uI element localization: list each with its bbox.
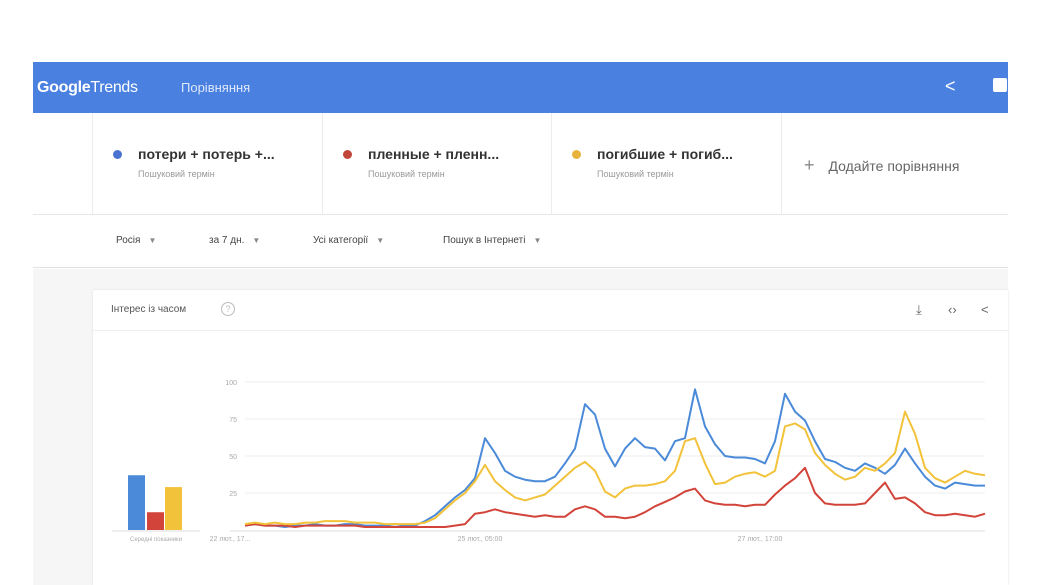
share-icon[interactable]: <	[981, 302, 989, 317]
term-name: пленные + пленн...	[368, 146, 500, 162]
chevron-down-icon: ▼	[533, 236, 542, 245]
y-tick-label: 75	[229, 417, 237, 424]
search-type-dropdown[interactable]: Пошук в Інтернеті ▼	[443, 235, 542, 246]
series-line-2	[244, 466, 986, 528]
average-bar-3	[165, 487, 182, 530]
average-bar-2	[147, 512, 164, 530]
term-color-dot	[572, 150, 581, 159]
x-tick-label: 22 лют., 17...	[210, 536, 251, 543]
logo-google: Google	[37, 79, 91, 96]
y-tick-label: 100	[225, 380, 237, 387]
term-type: Пошуковий термін	[368, 169, 445, 179]
average-bar-1	[128, 475, 145, 530]
y-tick-label: 25	[229, 491, 237, 498]
term-card-1[interactable]: потери + потерь +... Пошуковий термін	[92, 113, 322, 214]
share-icon[interactable]: <	[945, 76, 956, 96]
term-name: потери + потерь +...	[138, 146, 275, 162]
chevron-down-icon: ▼	[376, 236, 385, 245]
page-title: Порівняння	[181, 80, 251, 95]
x-tick-label: 25 лют., 05:00	[458, 536, 503, 543]
divider	[93, 330, 1008, 331]
chevron-down-icon: ▼	[148, 236, 157, 245]
plus-icon: +	[804, 155, 815, 175]
averages-label: Середні показники	[130, 537, 182, 543]
card-title: Інтерес із часом	[111, 304, 187, 315]
time-range-dropdown[interactable]: за 7 дн. ▼	[209, 235, 261, 246]
x-tick-label: 27 лют., 17:00	[738, 536, 783, 543]
term-type: Пошуковий термін	[138, 169, 215, 179]
term-card-3[interactable]: погибшие + погиб... Пошуковий термін	[551, 113, 781, 214]
add-comparison-button[interactable]: + Додайте порівняння	[781, 113, 1008, 214]
feedback-icon[interactable]	[993, 78, 1007, 92]
embed-icon[interactable]: ‹›	[948, 302, 957, 317]
filters-bar: Росія ▼ за 7 дн. ▼ Усі категорії ▼ Пошук в …	[33, 215, 1008, 268]
term-card-2[interactable]: пленные + пленн... Пошуковий термін	[322, 113, 551, 214]
series-line-3	[244, 410, 986, 526]
top-bar: GoogleTrends Порівняння <	[33, 62, 1008, 113]
category-dropdown[interactable]: Усі категорії ▼	[313, 235, 385, 246]
download-icon[interactable]: ⤓	[916, 302, 922, 317]
chevron-down-icon: ▼	[252, 236, 261, 245]
region-dropdown[interactable]: Росія ▼	[116, 235, 157, 246]
term-color-dot	[113, 150, 122, 159]
term-name: погибшие + погиб...	[597, 146, 733, 162]
help-icon[interactable]: ?	[221, 302, 235, 316]
term-type: Пошуковий термін	[597, 169, 674, 179]
series-line-1	[244, 388, 985, 528]
add-comparison-label: Додайте порівняння	[828, 158, 960, 174]
logo-trends: Trends	[90, 79, 138, 96]
term-color-dot	[343, 150, 352, 159]
compare-terms: потери + потерь +... Пошуковий термін пл…	[33, 113, 1008, 215]
interest-over-time-card: Інтерес із часом ? ⤓ ‹› <	[93, 290, 1008, 585]
y-tick-label: 50	[229, 454, 237, 461]
google-trends-logo[interactable]: GoogleTrends	[37, 79, 138, 97]
